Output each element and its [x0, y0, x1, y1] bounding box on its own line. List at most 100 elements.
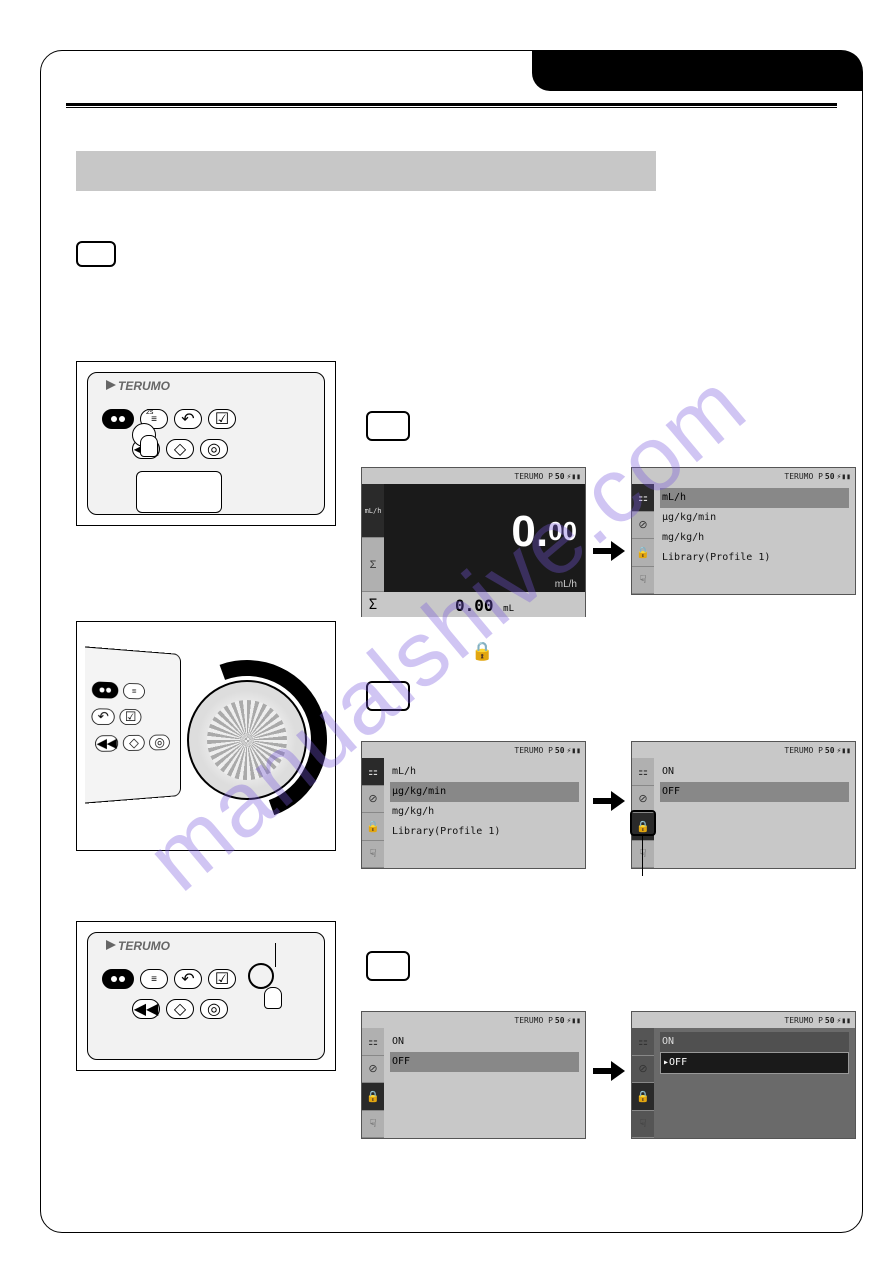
plug-icon: ⚡▮▮ — [567, 472, 581, 481]
back-button[interactable]: ↶ — [174, 409, 202, 429]
lcd-sidebar: ⚏ ⊘ 🔒 ☟ — [362, 1028, 384, 1138]
hand-icon[interactable]: ☟ — [632, 1111, 654, 1139]
tab-mlh[interactable]: mL/h — [362, 484, 384, 538]
hand-icon[interactable]: ☟ — [632, 841, 654, 869]
device-figure-3: TERUMO ↶ ☑ ◀◀ ◇ ◎ — [76, 921, 336, 1071]
menu-item-off[interactable]: ▸OFF — [660, 1052, 849, 1074]
menu-item-mlh[interactable]: mL/h — [660, 488, 849, 508]
plug-icon: ⚡▮▮ — [837, 746, 851, 755]
confirm-button[interactable]: ☑ — [120, 709, 142, 725]
hand-icon[interactable]: ☟ — [632, 567, 654, 595]
lock-icon[interactable]: 🔒 — [632, 539, 654, 567]
lcd-menu-body: ON OFF — [384, 1028, 585, 1138]
flow-rate-value: 0.00 — [384, 484, 585, 579]
plug-icon: ⚡▮▮ — [567, 1016, 581, 1025]
rewind-button[interactable]: ◀◀ — [95, 735, 118, 752]
menu-item-library[interactable]: Library(Profile 1) — [660, 548, 849, 568]
pressure-label: TERUMO P — [784, 1016, 823, 1025]
device-figure-2: ↶ ☑ ◀◀ ◇ ◎ — [76, 621, 336, 851]
power-button[interactable] — [92, 681, 118, 698]
menu-item-mgkgh[interactable]: mg/kg/h — [390, 802, 579, 822]
rate-icon[interactable]: ⚏ — [632, 758, 654, 786]
start-button[interactable]: ◇ — [166, 999, 194, 1019]
value-dec: 00 — [548, 516, 577, 547]
callout-line — [642, 836, 643, 876]
power-button[interactable] — [102, 969, 134, 989]
lcd-menu-body: ON ▸OFF — [654, 1028, 855, 1138]
pressure-label: TERUMO P — [514, 1016, 553, 1025]
back-button[interactable]: ↶ — [92, 708, 115, 725]
start-button[interactable]: ◇ — [166, 439, 194, 459]
plug-icon: ⚡▮▮ — [837, 472, 851, 481]
start-button[interactable]: ◇ — [123, 735, 145, 751]
pressure-value: 50 — [555, 472, 565, 481]
menu-item-ugkgmin[interactable]: µg/kg/min — [660, 508, 849, 528]
menu-item-on[interactable]: ON — [660, 762, 849, 782]
sigma-icon[interactable]: Σ — [362, 538, 384, 592]
status-bar: TERUMO P 50 ⚡▮▮ — [362, 1012, 585, 1028]
menu-item-mlh[interactable]: mL/h — [390, 762, 579, 782]
nosign-icon[interactable]: ⊘ — [632, 1056, 654, 1084]
lock-icon[interactable]: 🔒 — [362, 1083, 384, 1111]
lock-icon[interactable]: 🔒 — [362, 813, 384, 841]
hand-icon — [140, 435, 158, 457]
confirm-button[interactable]: ☑ — [208, 409, 236, 429]
hand-icon[interactable]: ☟ — [362, 841, 384, 869]
rate-icon[interactable]: ⚏ — [632, 1028, 654, 1056]
device-side: ↶ ☑ ◀◀ ◇ ◎ — [85, 645, 181, 804]
status-bar: TERUMO P 50 ⚡▮▮ — [362, 742, 585, 758]
power-button[interactable] — [102, 409, 134, 429]
nosign-icon[interactable]: ⊘ — [362, 1056, 384, 1084]
lcd-unit-menu-2: TERUMO P 50 ⚡▮▮ ⚏ ⊘ 🔒 ☟ mL/h µg/kg/min m… — [361, 741, 586, 869]
pressure-label: TERUMO P — [514, 746, 553, 755]
menu-item-on[interactable]: ON — [390, 1032, 579, 1052]
section-title-bar — [76, 151, 656, 191]
header-rule — [66, 103, 837, 108]
pressure-value: 50 — [825, 746, 835, 755]
menu-button[interactable] — [123, 683, 145, 700]
rate-icon[interactable]: ⚏ — [362, 758, 384, 786]
status-bar: TERUMO P 50 ⚡▮▮ — [632, 1012, 855, 1028]
pressure-value: 50 — [825, 1016, 835, 1025]
menu-item-on[interactable]: ON — [660, 1032, 849, 1052]
menu-item-off[interactable]: OFF — [660, 782, 849, 802]
header-tab — [532, 51, 862, 91]
press-highlight-circle — [248, 963, 274, 989]
page-frame: TERUMO ↶ ☑ ◀◀ ◇ ◎ 2s — [40, 50, 863, 1233]
menu-item-mgkgh[interactable]: mg/kg/h — [660, 528, 849, 548]
lock-tab-highlight — [630, 810, 656, 836]
nosign-icon[interactable]: ⊘ — [362, 786, 384, 814]
menu-item-ugkgmin[interactable]: µg/kg/min — [390, 782, 579, 802]
lcd-lock-menu: TERUMO P 50 ⚡▮▮ ⚏ ⊘ 🔒 ☟ ON OFF — [631, 741, 856, 869]
pressure-value: 50 — [555, 746, 565, 755]
nosign-icon[interactable]: ⊘ — [632, 786, 654, 814]
lcd-lock-confirmed: TERUMO P 50 ⚡▮▮ ⚏ ⊘ 🔒 ☟ ON ▸OFF — [631, 1011, 856, 1139]
sigma-unit: mL — [503, 604, 514, 614]
plug-icon: ⚡▮▮ — [837, 1016, 851, 1025]
menu-item-library[interactable]: Library(Profile 1) — [390, 822, 579, 842]
menu-item-off[interactable]: OFF — [390, 1052, 579, 1072]
stop-button[interactable]: ◎ — [200, 999, 228, 1019]
sigma-icon: Σ — [362, 597, 384, 613]
pressure-label: TERUMO P — [784, 746, 823, 755]
hand-icon[interactable]: ☟ — [362, 1111, 384, 1139]
brand-label: TERUMO — [106, 939, 170, 953]
rate-icon[interactable]: ⚏ — [362, 1028, 384, 1056]
back-button[interactable]: ↶ — [174, 969, 202, 989]
lcd-menu-body: ON OFF — [654, 758, 855, 868]
hold-2s-label: 2s — [146, 409, 153, 416]
lock-icon[interactable]: 🔒 — [632, 1083, 654, 1111]
confirm-button[interactable]: ☑ — [208, 969, 236, 989]
menu-button[interactable] — [140, 969, 168, 989]
flow-rate-unit: mL/h — [384, 579, 585, 592]
value-int: 0. — [511, 507, 548, 557]
status-bar: TERUMO P 50 ⚡▮▮ — [632, 742, 855, 758]
nosign-icon[interactable]: ⊘ — [632, 512, 654, 540]
device-frame: TERUMO ↶ ☑ ◀◀ ◇ ◎ 2s — [87, 372, 325, 515]
stop-button[interactable]: ◎ — [200, 439, 228, 459]
lcd-unit-menu: TERUMO P 50 ⚡▮▮ ⚏ ⊘ 🔒 ☟ mL/h µg/kg/min m… — [631, 467, 856, 595]
lcd-menu-body: mL/h µg/kg/min mg/kg/h Library(Profile 1… — [384, 758, 585, 868]
lock-icon: 🔒 — [471, 641, 493, 662]
rewind-button[interactable]: ◀◀ — [132, 999, 160, 1019]
rate-icon[interactable]: ⚏ — [632, 484, 654, 512]
